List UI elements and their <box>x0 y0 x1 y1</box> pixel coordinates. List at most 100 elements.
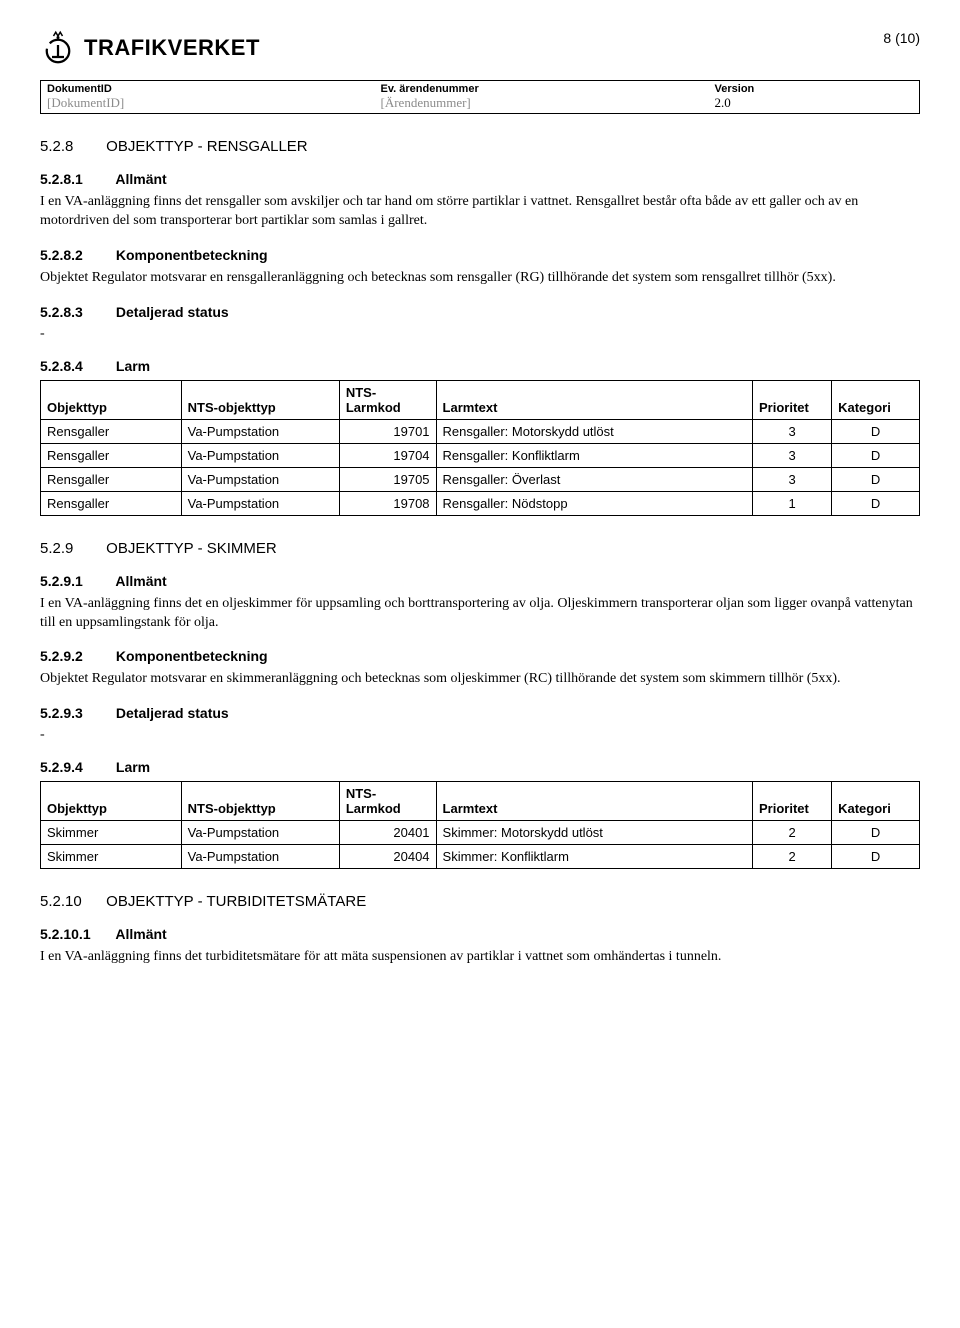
cell-kod: 20401 <box>339 821 436 845</box>
th-nts-larmkod: NTS-Larmkod <box>339 380 436 419</box>
cell-nts: Va-Pumpstation <box>181 443 339 467</box>
sub-5293-num: 5.2.9.3 <box>40 705 112 721</box>
sub-5283-heading: 5.2.8.3 Detaljerad status <box>40 304 920 320</box>
th-larmtext: Larmtext <box>436 380 752 419</box>
brand-name: TRAFIKVERKET <box>84 35 260 61</box>
table-row: RensgallerVa-Pumpstation19705Rensgaller:… <box>41 467 920 491</box>
page-header: TRAFIKVERKET 8 (10) <box>40 30 920 66</box>
sub-5283-title: Detaljerad status <box>116 304 229 320</box>
th-prioritet: Prioritet <box>753 380 832 419</box>
cell-objekttyp: Rensgaller <box>41 419 182 443</box>
sub-5292-heading: 5.2.9.2 Komponentbeteckning <box>40 648 920 664</box>
cell-objekttyp: Skimmer <box>41 821 182 845</box>
meta-doc-id-label: DokumentID <box>47 83 369 95</box>
meta-arende-value: [Ärendenummer] <box>381 95 703 111</box>
larm-529-body: SkimmerVa-Pumpstation20401Skimmer: Motor… <box>41 821 920 869</box>
cell-larmtext: Rensgaller: Överlast <box>436 467 752 491</box>
th-kategori: Kategori <box>832 782 920 821</box>
sub-52101-num: 5.2.10.1 <box>40 926 112 942</box>
sub-5292-num: 5.2.9.2 <box>40 648 112 664</box>
document-meta-table: DokumentID [DokumentID] Ev. ärendenummer… <box>40 80 920 114</box>
cell-kat: D <box>832 491 920 515</box>
cell-kod: 19708 <box>339 491 436 515</box>
cell-nts: Va-Pumpstation <box>181 821 339 845</box>
cell-prio: 3 <box>753 419 832 443</box>
page-number: 8 (10) <box>883 30 920 46</box>
section-528-heading: 5.2.8 OBJEKTTYP - RENSGALLER <box>40 138 920 155</box>
sub-5292-title: Komponentbeteckning <box>116 648 268 664</box>
th-nts-objekttyp: NTS-objekttyp <box>181 380 339 419</box>
cell-larmtext: Skimmer: Motorskydd utlöst <box>436 821 752 845</box>
sub-5282-num: 5.2.8.2 <box>40 247 112 263</box>
cell-kat: D <box>832 821 920 845</box>
cell-nts: Va-Pumpstation <box>181 467 339 491</box>
trafikverket-logo-icon <box>40 30 76 66</box>
cell-larmtext: Rensgaller: Konfliktlarm <box>436 443 752 467</box>
cell-prio: 2 <box>753 821 832 845</box>
th-larmtext: Larmtext <box>436 782 752 821</box>
sub-5283-num: 5.2.8.3 <box>40 304 112 320</box>
cell-nts: Va-Pumpstation <box>181 845 339 869</box>
meta-doc-id-value: [DokumentID] <box>47 95 369 111</box>
table-row: RensgallerVa-Pumpstation19704Rensgaller:… <box>41 443 920 467</box>
th-objekttyp: Objekttyp <box>41 380 182 419</box>
sub-5293-title: Detaljerad status <box>116 705 229 721</box>
th-kategori: Kategori <box>832 380 920 419</box>
cell-prio: 3 <box>753 467 832 491</box>
section-5210-num: 5.2.10 <box>40 893 102 910</box>
larm-528-body: RensgallerVa-Pumpstation19701Rensgaller:… <box>41 419 920 515</box>
sub-5291-body: I en VA-anläggning finns det en oljeskim… <box>40 595 920 633</box>
table-row: RensgallerVa-Pumpstation19708Rensgaller:… <box>41 491 920 515</box>
sub-52101-title: Allmänt <box>115 926 166 942</box>
sub-5282-body: Objektet Regulator motsvarar en rensgall… <box>40 269 920 288</box>
sub-52101-body: I en VA-anläggning finns det turbiditets… <box>40 948 920 967</box>
cell-kat: D <box>832 467 920 491</box>
larm-table-529: Objekttyp NTS-objekttyp NTS-Larmkod Larm… <box>40 781 920 869</box>
sub-5293-heading: 5.2.9.3 Detaljerad status <box>40 705 920 721</box>
cell-kod: 19705 <box>339 467 436 491</box>
cell-kat: D <box>832 845 920 869</box>
brand-block: TRAFIKVERKET <box>40 30 260 66</box>
meta-version-value: 2.0 <box>715 95 913 111</box>
sub-5294-title: Larm <box>116 759 150 775</box>
cell-prio: 3 <box>753 443 832 467</box>
sub-5281-title: Allmänt <box>115 171 166 187</box>
sub-5282-heading: 5.2.8.2 Komponentbeteckning <box>40 247 920 263</box>
sub-5281-heading: 5.2.8.1 Allmänt <box>40 171 920 187</box>
sub-5282-title: Komponentbeteckning <box>116 247 268 263</box>
sub-5284-heading: 5.2.8.4 Larm <box>40 358 920 374</box>
cell-objekttyp: Skimmer <box>41 845 182 869</box>
sub-5281-num: 5.2.8.1 <box>40 171 112 187</box>
sub-5291-num: 5.2.9.1 <box>40 573 112 589</box>
cell-kod: 19704 <box>339 443 436 467</box>
cell-kod: 20404 <box>339 845 436 869</box>
section-528-num: 5.2.8 <box>40 138 102 155</box>
sub-5284-num: 5.2.8.4 <box>40 358 112 374</box>
sub-5294-heading: 5.2.9.4 Larm <box>40 759 920 775</box>
cell-kod: 19701 <box>339 419 436 443</box>
sub-5291-heading: 5.2.9.1 Allmänt <box>40 573 920 589</box>
section-529-title: OBJEKTTYP - SKIMMER <box>106 540 277 557</box>
sub-52101-heading: 5.2.10.1 Allmänt <box>40 926 920 942</box>
cell-larmtext: Skimmer: Konfliktlarm <box>436 845 752 869</box>
cell-objekttyp: Rensgaller <box>41 491 182 515</box>
cell-larmtext: Rensgaller: Nödstopp <box>436 491 752 515</box>
table-row: SkimmerVa-Pumpstation20404Skimmer: Konfl… <box>41 845 920 869</box>
cell-prio: 1 <box>753 491 832 515</box>
cell-prio: 2 <box>753 845 832 869</box>
table-row: SkimmerVa-Pumpstation20401Skimmer: Motor… <box>41 821 920 845</box>
section-529-heading: 5.2.9 OBJEKTTYP - SKIMMER <box>40 540 920 557</box>
th-objekttyp: Objekttyp <box>41 782 182 821</box>
cell-objekttyp: Rensgaller <box>41 467 182 491</box>
cell-kat: D <box>832 443 920 467</box>
cell-objekttyp: Rensgaller <box>41 443 182 467</box>
meta-version-label: Version <box>715 83 913 95</box>
meta-arende-label: Ev. ärendenummer <box>381 83 703 95</box>
sub-5284-title: Larm <box>116 358 150 374</box>
table-row: RensgallerVa-Pumpstation19701Rensgaller:… <box>41 419 920 443</box>
th-nts-objekttyp: NTS-objekttyp <box>181 782 339 821</box>
section-528-title: OBJEKTTYP - RENSGALLER <box>106 138 307 155</box>
sub-5291-title: Allmänt <box>115 573 166 589</box>
sub-5283-dash: - <box>40 326 920 342</box>
cell-larmtext: Rensgaller: Motorskydd utlöst <box>436 419 752 443</box>
